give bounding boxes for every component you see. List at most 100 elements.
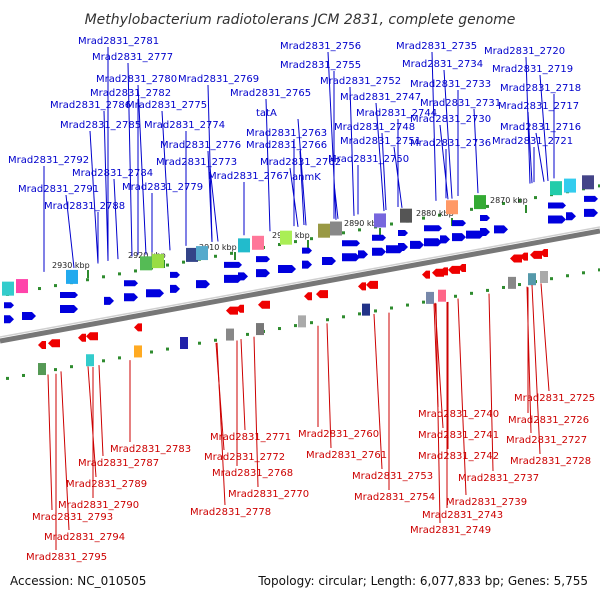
forward-gene-label: tatA <box>256 108 277 119</box>
reverse-leader-line <box>326 323 332 449</box>
tick-mark <box>518 199 521 203</box>
tick-mark <box>518 283 521 287</box>
forward-gene-label: Mrad2831_2766 <box>246 140 327 151</box>
forward-gene-label: Mrad2831_2735 <box>396 41 477 52</box>
reverse-leader-line <box>87 366 97 478</box>
reverse-leader-line <box>457 298 467 496</box>
reverse-gene-label: Mrad2831_2761 <box>306 450 387 461</box>
forward-leader-line <box>297 118 307 226</box>
tick-mark <box>422 216 425 220</box>
forward-leader-line <box>327 51 337 220</box>
kbp-tick-label: 2910 kbp <box>199 243 237 252</box>
forward-gene-label: Mrad2831_2730 <box>410 114 491 125</box>
forward-gene-label: Mrad2831_2763 <box>246 128 327 139</box>
reverse-gene-label: Mrad2831_2741 <box>418 430 499 441</box>
forward-gene-label: Mrad2831_2773 <box>156 157 237 168</box>
reverse-gene-arrow <box>366 280 378 289</box>
reverse-leader-line <box>47 374 53 511</box>
forward-gene-label: Mrad2831_2776 <box>160 140 241 151</box>
reverse-gene-arrow <box>530 250 542 259</box>
forward-gene-label: Mrad2831_2716 <box>500 122 581 133</box>
feature-box <box>140 256 152 271</box>
feature-box <box>226 328 234 341</box>
forward-gene-label: Mrad2831_2718 <box>500 83 581 94</box>
forward-gene-arrow <box>302 260 312 269</box>
forward-gene-arrow <box>124 293 138 302</box>
forward-gene-arrow <box>146 289 164 298</box>
tick-mark <box>326 318 329 322</box>
forward-leader-line <box>65 194 75 268</box>
forward-leader-line <box>209 167 219 242</box>
feature-box <box>152 254 164 269</box>
tick-mark <box>598 268 600 272</box>
tick-mark <box>310 321 313 325</box>
reverse-gene-label: Mrad2831_2753 <box>352 471 433 482</box>
forward-gene-label: Mrad2831_2782 <box>90 88 171 99</box>
reverse-gene-label: Mrad2831_2754 <box>354 492 435 503</box>
feature-box <box>438 289 446 302</box>
tick-mark <box>118 272 121 276</box>
forward-leader-line <box>299 150 305 226</box>
tick-mark <box>246 332 249 336</box>
tick-mark <box>230 251 233 255</box>
tick-mark <box>198 341 201 345</box>
forward-gene-arrow <box>224 274 242 283</box>
tick-mark <box>598 184 600 188</box>
reverse-gene-label: Mrad2831_2739 <box>446 497 527 508</box>
kbp-tick-label: 2930 kbp <box>52 261 90 270</box>
reverse-gene-arrow <box>78 333 86 342</box>
feature-box <box>318 223 330 238</box>
forward-gene-arrow <box>60 292 78 298</box>
tick-mark <box>166 347 169 351</box>
forward-gene-label: Mrad2831_2762 <box>260 157 341 168</box>
tick-mark <box>102 359 105 363</box>
forward-gene-label: Mrad2831_2779 <box>122 182 203 193</box>
forward-leader-line <box>127 62 133 257</box>
tick-mark <box>278 243 281 247</box>
forward-gene-arrow <box>424 225 442 232</box>
feature-box <box>66 269 78 284</box>
feature-boxes <box>2 175 594 376</box>
tick-mark <box>566 274 569 278</box>
forward-gene-label: Mrad2831_2748 <box>334 122 415 133</box>
feature-box <box>540 271 548 283</box>
reverse-gene-arrow <box>422 270 430 279</box>
forward-leader-line <box>161 110 171 251</box>
reverse-gene-label: Mrad2831_2778 <box>190 507 271 518</box>
tick-mark <box>214 338 217 342</box>
reverse-leader-line <box>435 303 441 524</box>
tick-mark <box>54 368 57 372</box>
reverse-leader-line <box>253 336 259 488</box>
tick-mark <box>550 277 553 281</box>
forward-gene-arrow <box>4 302 14 309</box>
reverse-leader-line <box>60 371 70 531</box>
forward-gene-arrow <box>4 315 14 324</box>
forward-gene-label: Mrad2831_2775 <box>126 100 207 111</box>
forward-gene-label: Mrad2831_2719 <box>492 64 573 75</box>
forward-gene-arrow <box>238 272 248 281</box>
tick-mark <box>470 207 473 211</box>
tick-mark <box>486 204 489 208</box>
forward-gene-label: Mrad2831_2733 <box>410 79 491 90</box>
tick-mark <box>182 260 185 264</box>
tick-mark <box>278 327 281 331</box>
forward-gene-arrow <box>372 247 386 256</box>
feature-box <box>86 354 94 367</box>
tick-mark <box>150 350 153 354</box>
feature-box <box>256 323 264 336</box>
forward-gene-label: Mrad2831_2747 <box>340 92 421 103</box>
reverse-gene-label: Mrad2831_2789 <box>66 479 147 490</box>
tick-mark <box>166 263 169 267</box>
tick-mark <box>310 237 313 241</box>
forward-leader-line <box>539 74 549 182</box>
forward-leader-line <box>89 130 99 264</box>
forward-gene-arrow <box>372 234 386 241</box>
forward-gene-arrow <box>322 256 336 265</box>
forward-leader-line <box>443 69 453 199</box>
forward-leader-line <box>113 178 119 260</box>
tick-mark <box>342 315 345 319</box>
genome-backbone <box>0 226 600 344</box>
forward-gene-arrow <box>398 230 408 237</box>
feature-box <box>238 238 250 253</box>
forward-gene-label: Mrad2831_2769 <box>178 74 259 85</box>
